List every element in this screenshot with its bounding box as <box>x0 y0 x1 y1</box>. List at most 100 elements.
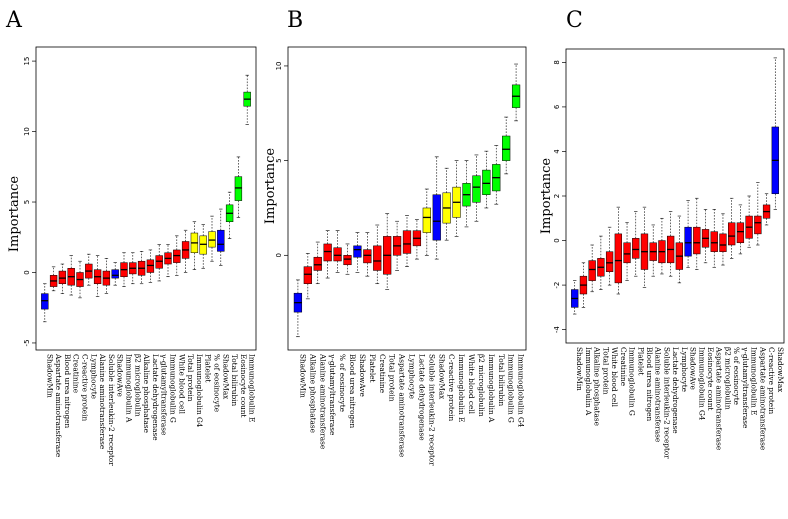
panel-c-category-label: White blood cell <box>610 347 619 408</box>
panel-a-category-label: Alanine aminotransferase <box>98 353 107 449</box>
panel-b-category-label: ShadowMin <box>298 354 307 398</box>
panel-a-category-label: Eosinocyte count <box>239 354 248 418</box>
panel-a-category-label: γ-glutamyltransferase <box>160 354 169 435</box>
panel-a-category-label: Creatinine <box>72 354 81 393</box>
panel-a-ytick-label: 10 <box>23 127 31 136</box>
panel-b-plot-frame <box>287 46 527 351</box>
panel-b-category-label: Total bilirubin <box>497 354 506 406</box>
panel-a-category-label: C-reactive protein <box>81 354 90 421</box>
panel-b-box <box>363 249 372 264</box>
panel-a-category-label: Platelet <box>204 354 213 382</box>
panel-c-category-label: Total protein <box>601 347 610 395</box>
panel-b-category-label: β2 microglobulin <box>477 354 486 417</box>
panel-b-box <box>353 245 362 258</box>
panel-a-box <box>208 231 216 248</box>
panel-a-category-label: White blood cell <box>177 354 186 415</box>
panel-a-box <box>234 176 243 201</box>
panel-a-category-label: ShadowMin <box>45 354 54 398</box>
panel-b-ytick-label: 5 <box>275 158 283 162</box>
panel-b-letter: B <box>287 8 303 33</box>
panel-c-category-label: ShadowMax <box>776 347 785 393</box>
panel-a-category-label: Aspartate aminotransferase <box>54 353 63 457</box>
panel-b-ylabel: Importance <box>263 148 278 224</box>
panel-a-box <box>41 293 49 310</box>
panel-a-ytick-label: 5 <box>23 200 31 204</box>
panel-a-category-label: ShadowMax <box>221 354 230 400</box>
panel-a-category-label: Immunoglobulin G4 <box>195 354 204 428</box>
panel-c-category-label: Soluble interleukin-2 receptor <box>662 347 671 459</box>
panel-a: A Importance -5 0 5 10 15 ShadowMin Aspartate … <box>5 8 257 466</box>
panel-c-category-label: Eosinocyte count <box>706 347 715 411</box>
panel-b-box <box>343 255 352 266</box>
panel-b-box <box>472 175 481 203</box>
panel-b-box <box>333 247 342 262</box>
panel-b-box <box>303 266 312 284</box>
panel-a-category-label: Alkaline phosphatase <box>142 353 151 433</box>
panel-b-box <box>323 243 332 262</box>
panel-c-box <box>684 226 692 257</box>
panel-c-category-label: Lactate dehydrogenase <box>671 347 680 434</box>
panel-c-box <box>623 242 631 264</box>
panel-b-category-label: ShadowMax <box>437 354 446 400</box>
panel-a-ytick-label: -5 <box>23 339 31 346</box>
panel-b-category-label: Immunoglobulin G <box>507 354 516 423</box>
panel-c-letter: C <box>566 8 583 33</box>
panel-c-category-label: Aspartate aminotransferase <box>715 346 724 450</box>
panel-a-category-label: ShadowAve <box>116 354 125 397</box>
panel-a-category-label: Blood urea nitrogen <box>63 354 72 428</box>
panel-c-category-label: Creatinine <box>619 347 628 386</box>
panel-c-box <box>632 238 640 259</box>
panel-c-category-label: Blood urea nitrogen <box>645 347 654 421</box>
panel-c-category-label: Alkaline phosphatase <box>593 346 602 426</box>
panel-a-category-label: Soluble interleukin-2 receptor <box>107 354 116 466</box>
panel-b-category-label: Platelet <box>368 354 377 382</box>
panel-a-box <box>217 229 225 252</box>
panel-b: B Importance 0 5 10 ShadowMin Alkaline phosp… <box>263 8 527 466</box>
panel-b-category-label: % of eosinocyte <box>338 354 347 412</box>
panel-b-category-label: Immunoglobulin E <box>457 354 466 422</box>
panel-b-box <box>482 169 491 195</box>
panel-c-category-label: Aspartate aminotransferase <box>758 346 767 450</box>
panel-c-box <box>719 233 727 252</box>
panel-b-box <box>373 245 382 271</box>
panel-c-plot-frame <box>565 48 785 344</box>
panel-a-box <box>111 269 119 279</box>
panel-c-category-label: Immunoglobulin G <box>628 347 637 416</box>
panel-c-category-label: % of eosinocyte <box>732 347 741 405</box>
panel-a-category-label: β2 microglobulin <box>133 354 142 417</box>
panel-b-category-label: Immunoglobulin A <box>487 354 496 423</box>
panel-a-box <box>155 255 163 269</box>
panel-c-ytick-label: 4 <box>553 149 561 154</box>
panel-c-ytick-label: -4 <box>553 326 561 334</box>
panel-a-category-label: Total bilirubin <box>230 354 239 406</box>
panel-c-category-label: Immunoglobulin G4 <box>697 347 706 421</box>
panel-a-category-label: Lymphocyte <box>89 354 98 399</box>
panel-b-category-label: Lactate dehydrogenase <box>417 354 426 441</box>
panel-c-category-label: C-reactive protein <box>767 347 776 414</box>
panel-b-category-label: Alkaline phosphatase <box>308 353 317 433</box>
panel-c-ytick-label: 8 <box>553 60 561 64</box>
panel-a-ylabel: Importance <box>7 176 22 252</box>
panel-c-ytick-label: -2 <box>553 282 561 289</box>
panel-c-category-label: Alanine aminotransferase <box>654 346 663 442</box>
panel-a-category-label: Immunoglobulin E <box>248 354 257 422</box>
panel-c-ytick-label: 0 <box>553 238 561 242</box>
panel-c-category-label: Immunoglobulin E <box>750 347 759 415</box>
panel-c-box <box>736 222 745 244</box>
panel-c-box <box>728 222 736 246</box>
panel-b-ytick-label: 10 <box>275 61 283 70</box>
panel-b-category-label: Immunoglobulin G4 <box>517 354 526 428</box>
panel-b-category-label: C-reactive protein <box>447 354 456 421</box>
panel-a-box <box>58 270 67 285</box>
panel-c-category-label: Platelet <box>636 347 645 375</box>
panel-a-plot-frame <box>35 46 257 351</box>
panel-c-box <box>614 233 622 284</box>
panel-b-category-label: Alanine aminotransferase <box>318 353 327 449</box>
panel-b-category-label: γ-glutamyltransferase <box>328 354 337 435</box>
panel-c-ytick-label: 2 <box>553 194 561 198</box>
panel-a-category-label: Immunoglobulin G <box>169 354 178 423</box>
panel-c-category-label: ShadowMin <box>575 347 584 391</box>
panel-b-ytick-label: 0 <box>275 253 283 257</box>
panel-c-box <box>754 215 762 235</box>
panel-a-letter: A <box>5 8 23 33</box>
